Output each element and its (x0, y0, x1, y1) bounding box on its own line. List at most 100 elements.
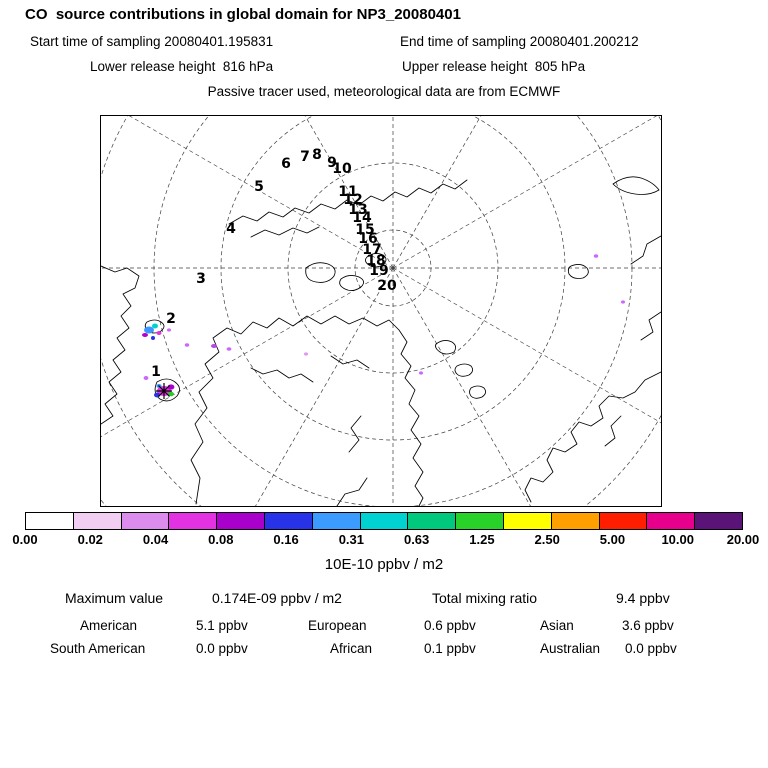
colorbar: 0.00 0.02 0.04 0.08 0.16 0.31 0.63 1.25 2.50 5.00… (12, 512, 759, 550)
region-value: 0.0 ppbv (625, 641, 677, 656)
trajectory-point-number: 3 (196, 271, 206, 287)
colorbar-segment (73, 513, 122, 529)
regional-stats-row-2: South American 0.0 ppbv African 0.1 ppbv… (0, 641, 768, 661)
coastline-path (469, 385, 487, 399)
concentration-hotspot (621, 300, 625, 304)
trajectory-point-number: 11 (338, 184, 357, 200)
coastline-path (364, 252, 387, 268)
meridian-line (392, 116, 482, 269)
coastline-path (250, 226, 320, 238)
colorbar-tick-label: 0.63 (403, 532, 430, 547)
trajectory-point-number: 1 (151, 364, 161, 380)
concentration-hotspot (167, 328, 171, 332)
coastline-path (612, 176, 660, 195)
map-frame: 1 2 3 4 5 6 7 8 9 10 11 12 13 14 15 16 17 18 19 20 (100, 115, 662, 507)
coastline-path (348, 415, 362, 453)
regional-stats-row-1: American 5.1 ppbv European 0.6 ppbv Asia… (0, 618, 768, 638)
upper-release-label: Upper release height 805 hPa (402, 59, 586, 74)
meridian-line (392, 116, 657, 269)
coastline-path (454, 363, 474, 377)
coastline-path (339, 274, 364, 292)
release-height-row: Lower release height 816 hPa Upper relea… (0, 59, 768, 79)
max-value-row: Maximum value 0.174E-09 ppbv / m2 Total … (0, 590, 768, 610)
colorbar-segment (647, 513, 696, 529)
colorbar-segment (551, 513, 600, 529)
trajectory-point-number: 16 (358, 231, 377, 247)
coastline-path (640, 311, 661, 341)
lower-release-label: Lower release height 816 hPa (90, 59, 274, 74)
colorbar-tick-label: 20.00 (726, 532, 760, 547)
coastline-path (567, 263, 589, 279)
colorbar-segment (121, 513, 170, 529)
concentration-hotspot (226, 347, 232, 351)
concentration-hotspot (152, 323, 158, 329)
coastlines (101, 176, 661, 506)
total-mixing-ratio-value: 9.4 ppbv (616, 590, 670, 606)
start-time-label: Start time of sampling 20080401.195831 (30, 34, 274, 49)
trajectory-point-number: 19 (369, 263, 388, 279)
concentration-hotspot (184, 343, 190, 347)
colorbar-tick-label: 0.04 (142, 532, 169, 547)
colorbar-tick-label: 1.25 (469, 532, 495, 547)
coastline-path (190, 315, 424, 506)
region-name: European (308, 618, 367, 633)
colorbar-ticks: 0.00 0.02 0.04 0.08 0.16 0.31 0.63 1.25 2.50 5.00… (12, 532, 759, 550)
tracer-note: Passive tracer used, meteorological data… (207, 84, 561, 99)
trajectory-point-number: 14 (352, 210, 372, 226)
colorbar-segment (312, 513, 361, 529)
region-value: 5.1 ppbv (196, 618, 248, 633)
coastline-path (336, 477, 368, 506)
colorbar-tick-label: 0.16 (273, 532, 299, 547)
release-location-marker (156, 383, 172, 399)
trajectory-point-number: 8 (312, 147, 322, 163)
trajectory-point-number: 4 (226, 221, 236, 237)
concentration-hotspot (211, 344, 217, 348)
trajectory-point-number: 17 (362, 242, 381, 258)
concentration-hotspot (142, 333, 148, 337)
meridian-line (392, 267, 661, 424)
trajectory-point-number: 7 (300, 149, 310, 165)
trajectory-point-number: 5 (254, 179, 264, 195)
colorbar-segment (695, 513, 742, 529)
colorbar-tick-label: 0.08 (208, 532, 234, 547)
colorbar-segment (360, 513, 409, 529)
coastline-path (630, 235, 661, 265)
region-name: Australian (540, 641, 601, 656)
max-value-label: Maximum value (65, 590, 164, 606)
region-value: 0.0 ppbv (196, 641, 248, 656)
colorbar-tick-label: 0.00 (12, 532, 38, 547)
colorbar-tick-label: 5.00 (599, 532, 626, 547)
sampling-time-row: Start time of sampling 20080401.195831 E… (0, 34, 768, 54)
concentration-hotspot (144, 326, 154, 334)
coastline-path (604, 415, 622, 447)
trajectory-point-number: 20 (377, 278, 397, 294)
coastline-path (250, 367, 314, 383)
concentration-hotspot (168, 391, 174, 397)
meridian-line (129, 116, 394, 269)
page-title: CO source contributions in global domain… (25, 6, 461, 23)
region-name: African (330, 641, 373, 656)
region-name: South American (50, 641, 146, 656)
region-value: 0.6 ppbv (424, 618, 476, 633)
colorbar-segment (599, 513, 648, 529)
colorbar-tick-label: 0.31 (338, 532, 365, 547)
coastline-path (435, 339, 457, 355)
colorbar-segments (25, 512, 743, 530)
trajectory-point-number: 10 (332, 161, 352, 177)
region-name: Asian (540, 618, 574, 633)
colorbar-tick-label: 0.02 (77, 532, 103, 547)
colorbar-units-label: 10E-10 ppbv / m2 (324, 556, 444, 573)
max-value: 0.174E-09 ppbv / m2 (212, 590, 342, 606)
colorbar-tick-label: 2.50 (534, 532, 560, 547)
concentration-hotspot (593, 254, 599, 258)
colorbar-segment (169, 513, 218, 529)
region-name: American (80, 618, 138, 633)
colorbar-segment (408, 513, 457, 529)
trajectory-point-number: 13 (348, 202, 367, 218)
colorbar-segment (26, 513, 74, 529)
trajectory-point-number: 6 (281, 156, 291, 172)
meridian-line (392, 267, 531, 506)
concentration-hotspot (304, 352, 308, 356)
